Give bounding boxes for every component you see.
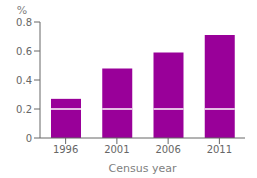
svg-text:0.6: 0.6 — [16, 46, 32, 57]
svg-text:1996: 1996 — [53, 144, 78, 155]
svg-text:0.4: 0.4 — [16, 75, 32, 86]
svg-text:0.8: 0.8 — [16, 17, 32, 28]
svg-text:2006: 2006 — [155, 144, 180, 155]
svg-text:0.2: 0.2 — [16, 104, 32, 115]
svg-text:2001: 2001 — [104, 144, 129, 155]
svg-text:0: 0 — [26, 133, 32, 144]
svg-text:Census year: Census year — [109, 162, 177, 175]
svg-text:%: % — [17, 4, 27, 17]
svg-text:2011: 2011 — [207, 144, 232, 155]
